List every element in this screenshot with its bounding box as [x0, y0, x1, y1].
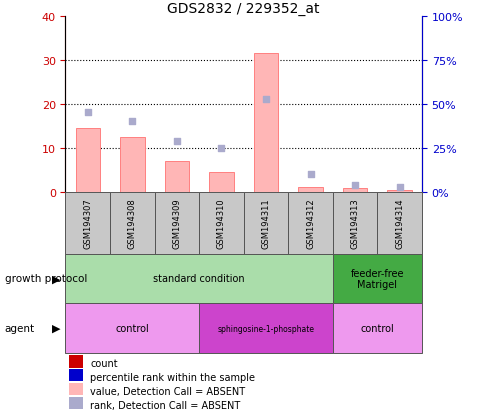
Text: GSM194310: GSM194310 [216, 198, 226, 248]
Bar [287, 192, 332, 254]
Bar [387, 190, 411, 192]
Bar [377, 192, 421, 254]
Point [306, 171, 314, 178]
Text: GSM194311: GSM194311 [261, 198, 270, 248]
Bar [120, 137, 144, 192]
Text: control: control [360, 323, 393, 333]
Bar [65, 192, 110, 254]
Text: GSM194314: GSM194314 [394, 198, 403, 248]
Bar [243, 192, 287, 254]
Bar [199, 304, 332, 353]
Text: agent: agent [5, 323, 35, 333]
Bar [199, 192, 243, 254]
Text: feeder-free
Matrigel: feeder-free Matrigel [350, 268, 403, 290]
Point [173, 138, 181, 145]
Text: ▶: ▶ [51, 274, 60, 284]
Bar [65, 254, 332, 304]
Point [395, 184, 403, 191]
Bar [332, 254, 421, 304]
Bar [69, 369, 83, 382]
Text: growth protocol: growth protocol [5, 274, 87, 284]
Bar [154, 192, 199, 254]
Bar [332, 192, 377, 254]
Text: GSM194308: GSM194308 [128, 198, 136, 248]
Text: count: count [90, 358, 118, 368]
Bar [253, 54, 278, 192]
Text: GSM194312: GSM194312 [305, 198, 315, 248]
Text: percentile rank within the sample: percentile rank within the sample [90, 372, 255, 382]
Point [84, 110, 91, 116]
Text: value, Detection Call = ABSENT: value, Detection Call = ABSENT [90, 386, 245, 396]
Bar [65, 304, 199, 353]
Point [261, 97, 269, 103]
Title: GDS2832 / 229352_at: GDS2832 / 229352_at [167, 2, 319, 16]
Bar [342, 188, 366, 192]
Text: GSM194313: GSM194313 [350, 198, 359, 248]
Bar [69, 355, 83, 368]
Bar [298, 188, 322, 192]
Bar [76, 128, 100, 192]
Point [128, 119, 136, 125]
Bar [110, 192, 154, 254]
Bar [164, 161, 189, 192]
Bar [209, 172, 233, 192]
Text: standard condition: standard condition [153, 274, 244, 284]
Text: rank, Detection Call = ABSENT: rank, Detection Call = ABSENT [90, 400, 240, 410]
Bar [332, 304, 421, 353]
Text: sphingosine-1-phosphate: sphingosine-1-phosphate [217, 324, 314, 333]
Point [217, 145, 225, 152]
Bar [69, 397, 83, 409]
Text: ▶: ▶ [51, 323, 60, 333]
Text: GSM194309: GSM194309 [172, 198, 181, 248]
Text: control: control [115, 323, 149, 333]
Bar [69, 383, 83, 396]
Point [350, 182, 358, 189]
Text: GSM194307: GSM194307 [83, 198, 92, 248]
